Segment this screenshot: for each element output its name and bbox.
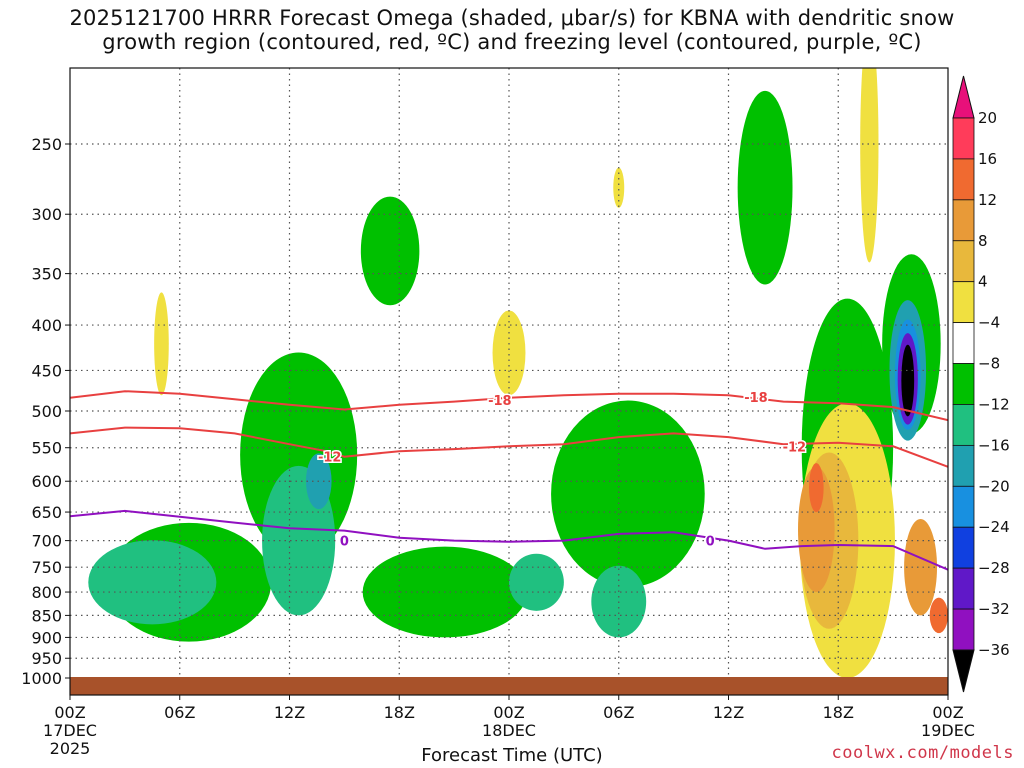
colorbar-segment-5 <box>952 322 975 364</box>
chart-title-line2: growth region (contoured, red, ºC) and f… <box>102 30 922 54</box>
x-axis-label: Forecast Time (UTC) <box>421 745 603 766</box>
contour-label-0-0: -18 <box>488 394 512 409</box>
colorbar-label-5: −4 <box>978 314 1000 332</box>
colorbar-segment-1 <box>952 158 975 201</box>
contour-label-2-0: 0 <box>340 535 349 550</box>
grid-lines <box>70 68 948 695</box>
x-tick-label-0: 00Z <box>54 703 85 722</box>
y-tick-label-700: 700 <box>31 532 62 551</box>
colorbar-segment-12 <box>952 608 975 651</box>
omega-shading <box>88 68 948 678</box>
colorbar-segment-6 <box>952 363 975 405</box>
colorbar-label-8: −16 <box>978 436 1010 454</box>
terrain-ground <box>70 677 948 695</box>
colorbar-segment-0 <box>952 117 975 160</box>
colorbar-segment-7 <box>952 404 975 446</box>
colorbar-segment-11 <box>952 567 975 610</box>
omega-region-18 <box>613 167 625 208</box>
credit-text: coolwx.com/models <box>831 743 1014 763</box>
colorbar-label-3: 8 <box>978 232 988 250</box>
colorbar-label-11: −28 <box>978 559 1010 577</box>
contour-2 <box>70 509 948 571</box>
colorbar-label-0: 20 <box>978 109 997 127</box>
colorbar-label-12: −32 <box>978 600 1010 618</box>
omega-region-4 <box>551 400 705 588</box>
y-tick-label-1000: 1000 <box>21 669 62 688</box>
y-tick-label-550: 550 <box>31 439 62 458</box>
x-tick-label-6: 06Z <box>164 703 195 722</box>
y-tick-label-650: 650 <box>31 503 62 522</box>
y-tick-label-250: 250 <box>31 135 62 154</box>
y-tick-label-900: 900 <box>31 628 62 647</box>
x-tick-label-30: 06Z <box>603 703 634 722</box>
colorbar-label-10: −24 <box>978 518 1010 536</box>
chart-title-line1: 2025121700 HRRR Forecast Omega (shaded, … <box>69 6 955 30</box>
colorbar-top-arrow <box>952 75 975 119</box>
contour-label-1-1: -12 <box>783 440 807 455</box>
colorbar-label-7: −12 <box>978 395 1010 413</box>
x-tick-year-0: 2025 <box>50 739 91 758</box>
contour-label-0-1: -18 <box>744 391 768 406</box>
y-tick-label-500: 500 <box>31 402 62 421</box>
omega-region-2 <box>360 196 420 306</box>
colorbar-segment-4 <box>952 281 975 324</box>
x-tick-label-42: 18Z <box>823 703 854 722</box>
omega-region-23 <box>798 466 835 593</box>
colorbar-segment-2 <box>952 199 975 242</box>
y-tick-label-750: 750 <box>31 558 62 577</box>
y-tick-label-350: 350 <box>31 265 62 284</box>
omega-region-16 <box>901 344 915 417</box>
omega-region-24 <box>808 463 824 513</box>
contour-lines: -18 -18 -12 -12 0 0 <box>70 389 948 571</box>
x-tick-label-12: 12Z <box>274 703 305 722</box>
omega-region-8 <box>88 540 217 625</box>
omega-region-5 <box>737 90 793 285</box>
y-tick-label-600: 600 <box>31 472 62 491</box>
colorbar-label-13: −36 <box>978 641 1010 659</box>
x-tick-label-24: 00Z <box>493 703 524 722</box>
colorbar-label-9: −20 <box>978 477 1010 495</box>
colorbar-segment-9 <box>952 485 975 528</box>
x-tick-date-24: 18DEC <box>482 721 536 740</box>
x-tick-date-48: 19DEC <box>921 721 975 740</box>
y-tick-label-850: 850 <box>31 606 62 625</box>
y-tick-label-950: 950 <box>31 649 62 668</box>
omega-region-26 <box>929 597 948 634</box>
colorbar-segment-10 <box>952 526 975 569</box>
colorbar-segment-3 <box>952 240 975 283</box>
contour-label-1-0: -12 <box>318 451 342 466</box>
y-tick-label-800: 800 <box>31 583 62 602</box>
contour-0 <box>70 390 948 422</box>
colorbar-segment-8 <box>952 444 975 487</box>
colorbar-label-6: −8 <box>978 355 1000 373</box>
x-tick-date-0: 17DEC <box>43 721 97 740</box>
x-tick-label-18: 18Z <box>384 703 415 722</box>
omega-region-20 <box>492 310 526 396</box>
omega-region-19 <box>154 292 169 396</box>
omega-region-10 <box>509 553 564 611</box>
colorbar-label-1: 16 <box>978 150 997 168</box>
y-tick-label-450: 450 <box>31 361 62 380</box>
contour-label-2-1: 0 <box>706 535 715 550</box>
omega-region-25 <box>904 518 938 616</box>
x-tick-label-48: 00Z <box>932 703 963 722</box>
contour-1 <box>70 426 948 468</box>
y-tick-label-400: 400 <box>31 316 62 335</box>
colorbar-label-4: 4 <box>978 273 988 291</box>
x-tick-label-36: 12Z <box>713 703 744 722</box>
colorbar-bottom-arrow <box>952 649 975 693</box>
colorbar: 20 16 12 8 4 −4 −8 −12 −16 −20 −24 −28 −32 −36 <box>952 75 1010 693</box>
colorbar-label-2: 12 <box>978 191 997 209</box>
y-tick-label-300: 300 <box>31 205 62 224</box>
